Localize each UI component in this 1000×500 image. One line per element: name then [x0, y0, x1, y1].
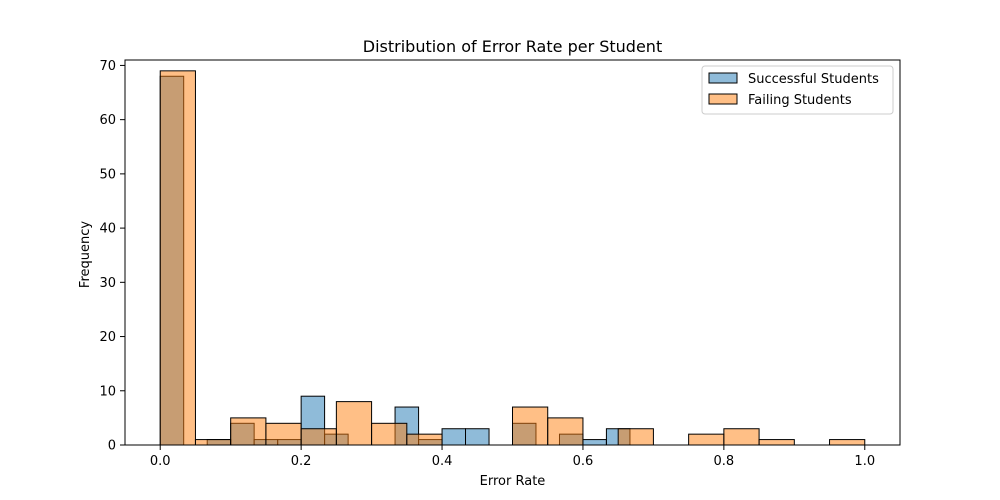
- bar-failing: [512, 406, 549, 446]
- x-tick-label: 0.4: [432, 454, 453, 469]
- y-tick-label: 20: [99, 330, 116, 345]
- legend-label-successful: Successful Students: [748, 72, 879, 87]
- bar-successful: [465, 428, 490, 446]
- x-axis-title: Error Rate: [480, 474, 546, 489]
- plot-frame: [124, 59, 901, 446]
- legend-swatch-failing: [708, 93, 738, 105]
- bar-failing: [406, 433, 443, 446]
- bar-failing: [194, 439, 232, 446]
- bar-failing: [829, 439, 866, 446]
- y-tick-label: 50: [99, 167, 116, 182]
- x-tick-label: 0.8: [714, 454, 735, 469]
- y-tick-label: 10: [99, 384, 116, 399]
- bar-failing: [758, 439, 795, 446]
- y-axis: 0 10 20 30 40 50 60 70: [99, 59, 125, 454]
- x-tick-label: 1.0: [854, 454, 875, 469]
- bar-failing: [335, 401, 373, 446]
- legend-box: [701, 65, 894, 115]
- bars-layer: [159, 70, 866, 446]
- bar-failing: [265, 422, 302, 446]
- bar-failing: [723, 428, 760, 446]
- bar-failing: [230, 417, 267, 446]
- bar-failing: [547, 417, 584, 446]
- y-tick-label: 40: [99, 222, 116, 237]
- x-tick-label: 0.2: [291, 454, 312, 469]
- bar-successful: [441, 428, 467, 446]
- bar-failing: [371, 422, 408, 446]
- chart-title: Distribution of Error Rate per Student: [363, 37, 662, 56]
- y-tick-label: 0: [108, 439, 116, 454]
- y-tick-label: 60: [99, 113, 116, 128]
- legend-label-failing: Failing Students: [748, 93, 852, 108]
- bar-failing: [688, 433, 725, 446]
- x-tick-label: 0.0: [150, 454, 171, 469]
- y-axis-title: Frequency: [78, 221, 93, 288]
- y-tick-label: 70: [99, 59, 116, 74]
- y-tick-label: 30: [99, 276, 116, 291]
- legend-swatch-successful: [708, 72, 738, 84]
- bar-failing: [159, 70, 196, 446]
- bar-failing: [300, 428, 337, 446]
- x-axis: 0.0 0.2 0.4 0.6 0.8 1.0: [150, 445, 875, 469]
- x-tick-label: 0.6: [573, 454, 594, 469]
- legend: Successful Students Failing Students: [701, 65, 894, 115]
- bar-successful: [582, 439, 607, 446]
- bar-failing: [617, 428, 654, 446]
